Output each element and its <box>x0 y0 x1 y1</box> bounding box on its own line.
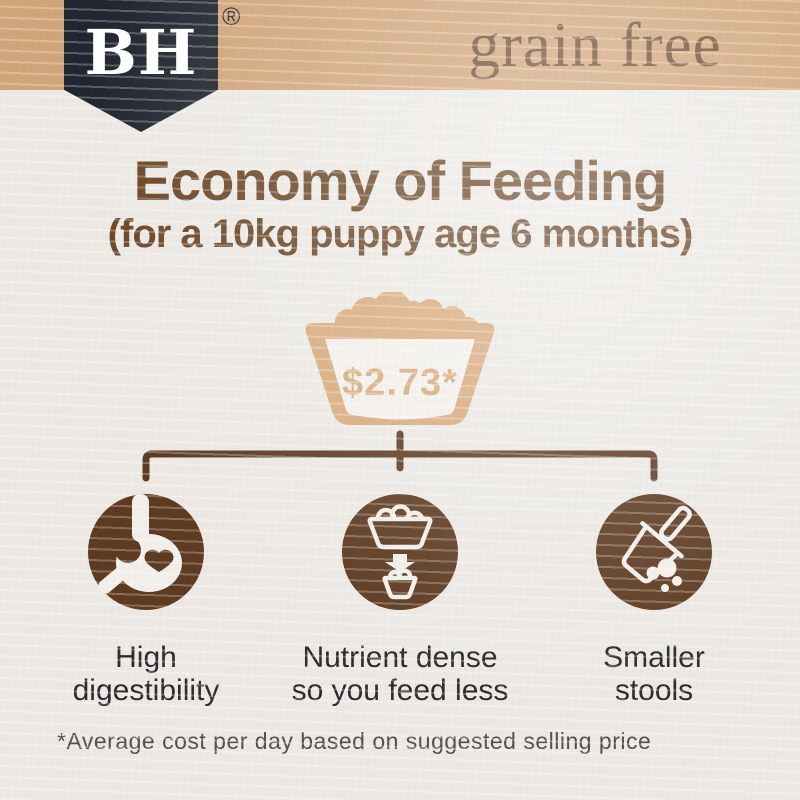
benefit-label-smaller-stools: Smaller stools <box>524 641 784 707</box>
down-arrow-glyph <box>385 554 415 572</box>
bowl-interior <box>325 339 475 419</box>
benefit-label-line: High <box>115 641 177 674</box>
bh-logo-text: BH <box>84 16 198 89</box>
benefit-label-line: stools <box>614 674 694 707</box>
daily-cost-value: $2.73* <box>342 362 458 404</box>
page-title: Economy of Feeding <box>133 149 668 212</box>
stool-dots <box>646 558 682 592</box>
bowl-portion-arrow-icon <box>342 494 458 610</box>
benefit-label-line: Nutrient dense <box>302 641 498 674</box>
benefit-label-line: so you feed less <box>291 674 509 707</box>
benefit-label-line: Smaller <box>603 641 705 674</box>
connector-lines <box>142 430 658 482</box>
page-subtitle: (for a 10kg puppy age 6 months) <box>107 212 694 256</box>
heart-glyph <box>144 549 174 572</box>
bh-logo: BH <box>64 0 218 132</box>
pooper-scooper-icon <box>596 494 712 610</box>
footnote: *Average cost per day based on suggested… <box>57 728 652 754</box>
stomach-heart-icon <box>88 494 204 610</box>
bowl-interior-curve <box>354 410 446 420</box>
registered-trademark: ® <box>222 3 241 31</box>
benefit-label-line: digestibility <box>72 674 220 707</box>
benefit-label-digestibility: High digestibility <box>16 641 276 707</box>
dog-bowl-icon: $2.73* <box>305 292 495 425</box>
benefit-label-nutrient-dense: Nutrient dense so you feed less <box>270 641 530 707</box>
grain-free-tagline: grain free <box>468 9 722 80</box>
